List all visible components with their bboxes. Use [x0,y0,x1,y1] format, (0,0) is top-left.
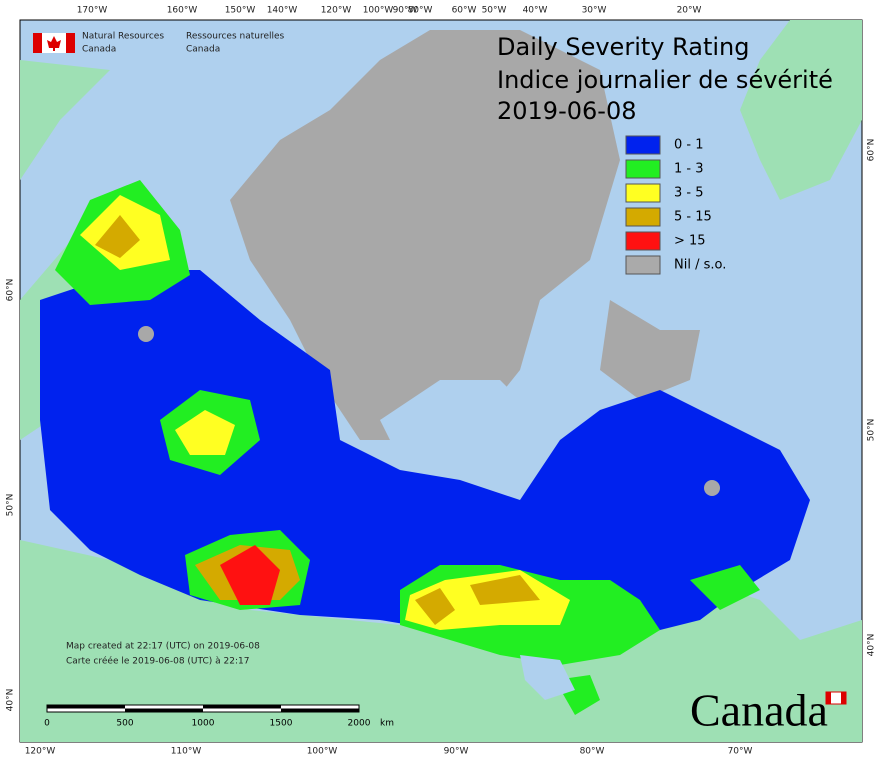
lat-label: 60°N [6,279,16,302]
legend-label: Nil / s.o. [674,258,726,273]
title-en: Daily Severity Rating [497,33,749,61]
legend-label: 0 - 1 [674,138,704,153]
scale-label: 1500 [270,719,293,729]
lon-label: 160°W [167,6,198,16]
lon-label: 90°W [444,747,469,757]
flag-bar [841,692,846,704]
scale-segment [281,708,359,712]
legend-label: 1 - 3 [674,162,704,177]
lon-label: 70°W [728,747,753,757]
lon-label: 20°W [677,6,702,16]
lon-label: 40°W [523,6,548,16]
lon-label: 80°W [580,747,605,757]
legend-swatch [625,135,661,155]
region-5-15 [95,215,140,258]
lon-label: 50°W [482,6,507,16]
scale-segment [203,705,281,709]
scale-label: 2000 [348,719,371,729]
nil-spot [704,480,720,496]
legend-label: 3 - 5 [674,186,704,201]
region-over-15 [220,545,280,605]
org-fr: Ressources naturelles [186,32,285,42]
lat-label: 50°N [6,494,16,517]
lat-label: 40°N [867,634,877,657]
legend: 0 - 1 1 - 3 3 - 5 5 - 15 > 15 Nil / s.o. [625,135,726,275]
land [20,60,110,180]
flag-bar [33,33,42,53]
scale-segment [47,705,125,709]
lon-label: 170°W [77,6,108,16]
created-en: Map created at 22:17 (UTC) on 2019-06-08 [66,642,260,652]
legend-swatch [625,207,661,227]
map-frame [19,19,863,743]
greenland [740,20,862,200]
org-en: Canada [82,45,116,55]
lon-label: 100°W [363,6,394,16]
lon-label: 30°W [582,6,607,16]
legend-swatch [625,183,661,203]
lat-label: 60°N [867,139,877,162]
lon-label: 150°W [225,6,256,16]
nil-spot [138,326,154,342]
region-3-5 [175,410,235,455]
arctic-nil [600,300,700,400]
lat-label: 40°N [6,689,16,712]
region-5-15 [415,575,540,625]
org-en: Natural Resources [82,32,164,42]
flag-bar [826,692,831,704]
land-usa [20,540,862,742]
lon-label: 60°W [452,6,477,16]
lat-label: 50°N [867,419,877,442]
lon-label: 120°W [321,6,352,16]
scale-label: 1000 [192,719,215,729]
great-lakes [520,655,575,700]
scale-bar: 0 500 1000 1500 2000 km [44,704,394,729]
org-fr: Canada [186,45,220,55]
date: 2019-06-08 [497,97,636,125]
flag-bar [66,33,75,53]
lon-label: 90°W [393,6,418,16]
lon-label: 110°W [171,747,202,757]
lon-label: 120°W [25,747,56,757]
legend-swatch [625,231,661,251]
hudson-bay [380,380,540,480]
legend-swatch [625,255,661,275]
legend-label: 5 - 15 [674,210,712,225]
nrcan-logo [33,33,75,53]
region-1-3 [690,565,760,610]
title-fr: Indice journalier de sévérité [497,66,833,94]
scale-label: 0 [44,719,50,729]
canada-wordmark: Canada [690,685,847,736]
lon-label: 140°W [267,6,298,16]
lon-label: 80°W [408,6,433,16]
legend-swatch [625,159,661,179]
scale-segment [125,708,203,712]
created-fr: Carte créée le 2019-06-08 (UTC) à 22:17 [66,656,249,667]
scale-unit: km [380,719,394,729]
lon-label: 100°W [307,747,338,757]
scale-label: 500 [116,719,133,729]
wordmark: Canada [690,685,828,736]
arctic-nil [230,30,620,440]
graticule-labels: 170°W 160°W 150°W 140°W 120°W 100°W 90°W80°W 60… [6,6,877,757]
legend-label: > 15 [674,234,706,249]
maple-leaf [47,36,61,51]
